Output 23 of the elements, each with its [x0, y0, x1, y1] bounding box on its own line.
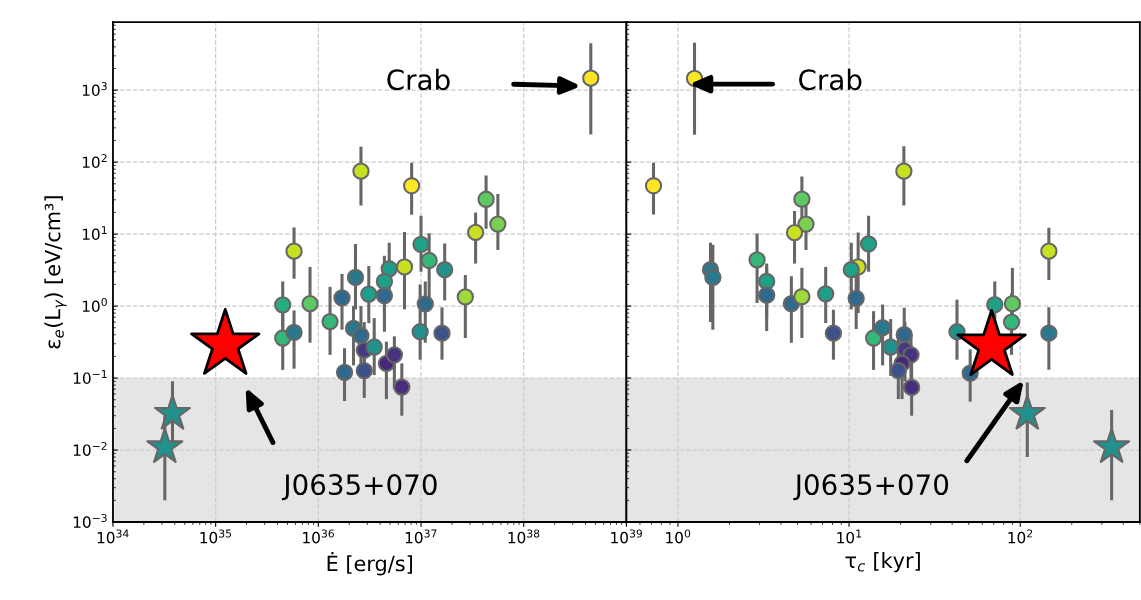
- y-tick-label: 10$^{3}$: [82, 82, 107, 97]
- y-tick-label: 10$^{−3}$: [73, 513, 107, 528]
- x-axis-title: Ė [erg/s]: [327, 552, 412, 576]
- x-tick-label: 10$^{2}$: [1008, 529, 1033, 544]
- y-tick-label: 10$^{1}$: [82, 226, 107, 241]
- annotation: J0635+070: [281, 474, 437, 501]
- x-tick-label: 10$^{36}$: [303, 529, 334, 544]
- x-tick-label: 10$^{38}$: [508, 529, 540, 544]
- annotation: Crab: [799, 68, 862, 91]
- annotation: Crab: [387, 68, 450, 91]
- x-axis-title: τ$_{c}$ [kyr]: [845, 552, 920, 573]
- y-tick-label: 10$^{−1}$: [73, 370, 107, 384]
- x-tick-label: 10$^{35}$: [200, 529, 232, 544]
- x-tick-label: 10$^{39}$: [611, 529, 642, 544]
- y-tick-label: 10$^{−2}$: [73, 441, 107, 456]
- x-tick-label: 10$^{1}$: [837, 529, 862, 544]
- x-tick-label: 10$^{34}$: [97, 529, 129, 544]
- annotation: J0635+070: [793, 474, 949, 501]
- y-tick-label: 10$^{2}$: [82, 154, 107, 169]
- x-tick-label: 10$^{0}$: [666, 529, 691, 544]
- y-tick-label: 10$^{0}$: [82, 297, 107, 312]
- x-tick-label: 10$^{37}$: [405, 529, 437, 544]
- y-axis-title: ε$_{e}$(L$_{γ}$) [eV/cm³]: [44, 196, 67, 349]
